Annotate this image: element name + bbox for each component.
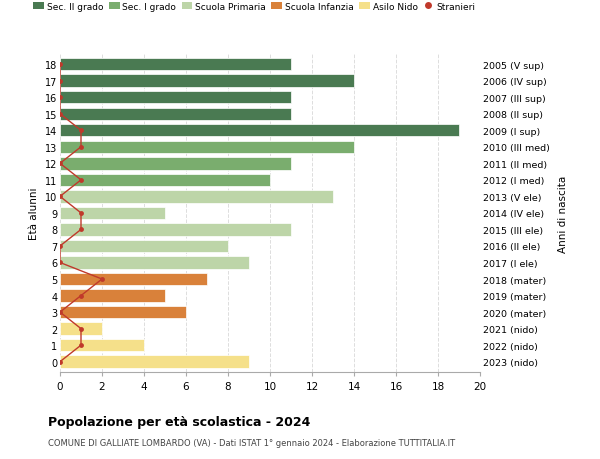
Bar	[60, 273, 207, 285]
Bar	[60, 240, 228, 252]
Bar	[60, 174, 270, 187]
Bar	[60, 59, 291, 71]
Bar	[60, 191, 333, 203]
Bar	[60, 323, 102, 335]
Bar	[60, 257, 249, 269]
Bar	[60, 356, 249, 368]
Text: COMUNE DI GALLIATE LOMBARDO (VA) - Dati ISTAT 1° gennaio 2024 - Elaborazione TUT: COMUNE DI GALLIATE LOMBARDO (VA) - Dati …	[48, 438, 455, 448]
Y-axis label: Età alunni: Età alunni	[29, 187, 39, 240]
Bar	[60, 108, 291, 121]
Bar	[60, 306, 186, 319]
Bar	[60, 125, 459, 137]
Y-axis label: Anni di nascita: Anni di nascita	[558, 175, 568, 252]
Legend: Sec. II grado, Sec. I grado, Scuola Primaria, Scuola Infanzia, Asilo Nido, Stran: Sec. II grado, Sec. I grado, Scuola Prim…	[33, 3, 475, 11]
Bar	[60, 207, 165, 219]
Bar	[60, 158, 291, 170]
Text: Popolazione per età scolastica - 2024: Popolazione per età scolastica - 2024	[48, 415, 310, 428]
Bar	[60, 141, 354, 154]
Bar	[60, 339, 144, 352]
Bar	[60, 290, 165, 302]
Bar	[60, 75, 354, 88]
Bar	[60, 92, 291, 104]
Bar	[60, 224, 291, 236]
